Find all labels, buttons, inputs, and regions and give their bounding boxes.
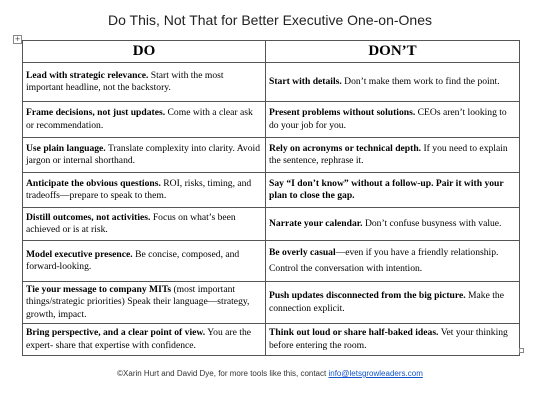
cell-paragraph: Push updates disconnected from the big p… xyxy=(269,290,516,315)
table-move-handle[interactable]: + xyxy=(13,35,22,44)
table-cell: Present problems without solutions. CEOs… xyxy=(265,101,520,138)
table-cell: Anticipate the obvious questions. ROI, r… xyxy=(22,172,266,208)
cell-text: Start with the most important headline, … xyxy=(26,69,224,93)
cell-emphasis: Rely on acronyms or technical depth. xyxy=(269,142,422,154)
cell-paragraph: Frame decisions, not just updates. Come … xyxy=(26,107,262,132)
table-cell: Tie your message to company MITs (most i… xyxy=(22,280,266,325)
table-row: Bring perspective, and a clear point of … xyxy=(22,323,520,357)
cell-paragraph: Model executive presence. Be concise, co… xyxy=(26,249,262,274)
cell-text: Don’t make them work to find the point. xyxy=(344,75,500,87)
table-cell: Narrate your calendar. Don’t confuse bus… xyxy=(265,207,520,241)
footer: ©Xarin Hurt and David Dye, for more tool… xyxy=(0,369,540,378)
cell-paragraph: Distill outcomes, not activities. Focus … xyxy=(26,212,262,237)
cell-emphasis: Be overly casual xyxy=(269,246,336,258)
table-cell: Rely on acronyms or technical depth. If … xyxy=(265,137,520,173)
table-cell: Push updates disconnected from the big p… xyxy=(265,280,520,325)
table-cell: Bring perspective, and a clear point of … xyxy=(22,323,266,357)
cell-text: CEOs aren’t looking to do your job for y… xyxy=(269,107,507,131)
cell-paragraph: Tie your message to company MITs (most i… xyxy=(26,284,262,321)
table-row: Use plain language. Translate complexity… xyxy=(22,137,520,173)
cell-emphasis: Anticipate the obvious questions. xyxy=(26,177,161,189)
cell-paragraph: Rely on acronyms or technical depth. If … xyxy=(269,143,516,168)
cell-paragraph: Think out loud or share half-baked ideas… xyxy=(269,327,516,352)
table-cell: Be overly casual—even if you have a frie… xyxy=(265,240,520,282)
table: DO DON’T Lead with strategic relevance. S… xyxy=(22,40,520,357)
table-cell: Start with details. Don’t make them work… xyxy=(265,62,520,102)
cell-text: You are the expert- share that expertise… xyxy=(26,327,252,351)
cell-text: Come with a clear ask or recommendation. xyxy=(26,107,253,131)
cell-text: ROI, risks, timing, and tradeoffs—prepar… xyxy=(26,177,252,201)
table-row: Tie your message to company MITs (most i… xyxy=(22,280,520,325)
table-cell: Model executive presence. Be concise, co… xyxy=(22,240,266,282)
table-row: Model executive presence. Be concise, co… xyxy=(22,240,520,282)
cell-paragraph: Lead with strategic relevance. Start wit… xyxy=(26,70,262,95)
cell-emphasis: Present problems without solutions. xyxy=(269,107,416,119)
cell-emphasis: Lead with strategic relevance. xyxy=(26,69,149,81)
cell-paragraph: Use plain language. Translate complexity… xyxy=(26,143,262,168)
cell-text: Translate complexity into clarity. Avoid… xyxy=(26,142,260,166)
cell-emphasis: Think out loud or share half-baked ideas… xyxy=(269,327,439,339)
table-resize-handle[interactable] xyxy=(519,348,524,353)
cell-text: (most important things/strategic priorit… xyxy=(26,284,250,320)
cell-emphasis: Narrate your calendar. xyxy=(269,217,363,229)
cell-text: —even if you have a friendly relationshi… xyxy=(335,246,499,258)
cell-paragraph: Anticipate the obvious questions. ROI, r… xyxy=(26,178,262,203)
table-cell: Say “I don’t know” without a follow-up. … xyxy=(265,172,520,208)
header-row: DO DON’T xyxy=(22,40,520,63)
table-row: Lead with strategic relevance. Start wit… xyxy=(22,62,520,102)
table-cell: Use plain language. Translate complexity… xyxy=(22,137,266,173)
title: Do This, Not That for Better Executive O… xyxy=(108,12,432,28)
footer-text: ©Xarin Hurt and David Dye, for more tool… xyxy=(117,369,327,378)
cell-emphasis: Frame decisions, not just updates. xyxy=(26,107,166,119)
table-cell: Frame decisions, not just updates. Come … xyxy=(22,101,266,138)
cell-paragraph: Present problems without solutions. CEOs… xyxy=(269,107,516,132)
table-row: Anticipate the obvious questions. ROI, r… xyxy=(22,172,520,208)
table-cell: Lead with strategic relevance. Start wit… xyxy=(22,62,266,102)
cell-emphasis: Start with details. xyxy=(269,75,342,87)
cell-paragraph: Bring perspective, and a clear point of … xyxy=(26,327,262,352)
cell-paragraph: Control the conversation with intention. xyxy=(269,263,516,275)
cell-emphasis: Say “I don’t know” without a follow-up. … xyxy=(269,177,504,201)
column-header: DO xyxy=(22,40,266,63)
table-cell: Distill outcomes, not activities. Focus … xyxy=(22,207,266,241)
cell-paragraph: Say “I don’t know” without a follow-up. … xyxy=(269,178,516,203)
cell-emphasis: Push updates disconnected from the big p… xyxy=(269,290,466,302)
cell-text: Be concise, composed, and forward-lookin… xyxy=(26,248,240,272)
cell-emphasis: Model executive presence. xyxy=(26,248,133,260)
table-cell: Think out loud or share half-baked ideas… xyxy=(265,323,520,357)
cell-paragraph: Narrate your calendar. Don’t confuse bus… xyxy=(269,218,516,230)
cell-emphasis: Bring perspective, and a clear point of … xyxy=(26,327,206,339)
cell-text: Focus on what’s been achieved or is at r… xyxy=(26,211,236,235)
table-row: Distill outcomes, not activities. Focus … xyxy=(22,207,520,241)
cell-text: Make the connection explicit. xyxy=(269,290,504,314)
table-row: Frame decisions, not just updates. Come … xyxy=(22,101,520,138)
cell-paragraph: Start with details. Don’t make them work… xyxy=(269,76,516,88)
cell-text: Vet your thinking before entering the ro… xyxy=(269,327,508,351)
cell-text: If you need to explain the sentence, rep… xyxy=(269,142,508,166)
cell-emphasis: Distill outcomes, not activities. xyxy=(26,211,151,223)
cell-paragraph: Be overly casual—even if you have a frie… xyxy=(269,247,516,259)
column-header: DON’T xyxy=(265,40,520,63)
table-body: Lead with strategic relevance. Start wit… xyxy=(22,62,520,357)
cell-emphasis: Tie your message to company MITs xyxy=(26,284,172,295)
cell-emphasis: Use plain language. xyxy=(26,142,106,154)
email-link[interactable]: info@letsgrowleaders.com xyxy=(328,369,423,378)
cell-text: Control the conversation with intention. xyxy=(269,263,423,274)
cell-text: Don’t confuse busyness with value. xyxy=(364,217,502,229)
